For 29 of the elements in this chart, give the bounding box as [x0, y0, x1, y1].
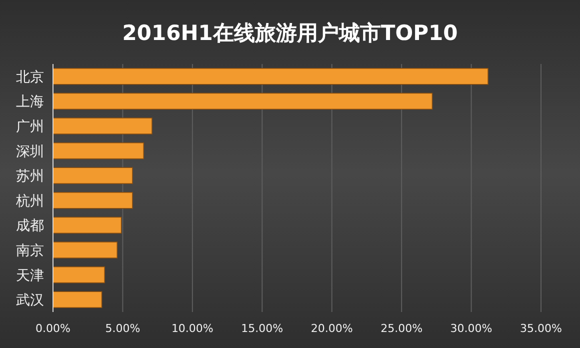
bar — [52, 167, 133, 184]
x-tick-label: 20.00% — [310, 322, 353, 335]
x-tick-label: 0.00% — [36, 322, 70, 335]
y-tick-label: 广州 — [16, 119, 44, 135]
bar — [52, 291, 102, 308]
bar — [52, 266, 105, 284]
bar — [52, 216, 122, 234]
x-tick-label: 5.00% — [105, 322, 140, 335]
y-tick-label: 北京 — [16, 69, 44, 86]
y-tick-label: 成都 — [16, 218, 44, 234]
y-tick-label: 苏州 — [16, 168, 44, 185]
x-tick-label: 35.00% — [520, 322, 562, 335]
y-tick-label: 杭州 — [15, 193, 44, 210]
bar — [52, 118, 152, 134]
x-tick-label: 25.00% — [380, 322, 423, 335]
y-tick-label: 上海 — [16, 94, 44, 110]
x-tick-label: 30.00% — [450, 322, 492, 335]
bar — [52, 92, 433, 110]
bar — [52, 192, 133, 209]
y-tick-label: 深圳 — [16, 144, 44, 160]
bar — [52, 68, 488, 85]
x-tick-label: 15.00% — [241, 322, 284, 335]
y-tick-label: 天津 — [16, 268, 44, 284]
chart-title: 2016H1在线旅游用户城市TOP10 — [122, 21, 458, 45]
y-tick-label: 武汉 — [16, 292, 44, 309]
bar — [52, 142, 144, 160]
bar — [52, 242, 118, 258]
x-tick-label: 10.00% — [171, 322, 214, 335]
y-tick-label: 南京 — [16, 243, 44, 259]
